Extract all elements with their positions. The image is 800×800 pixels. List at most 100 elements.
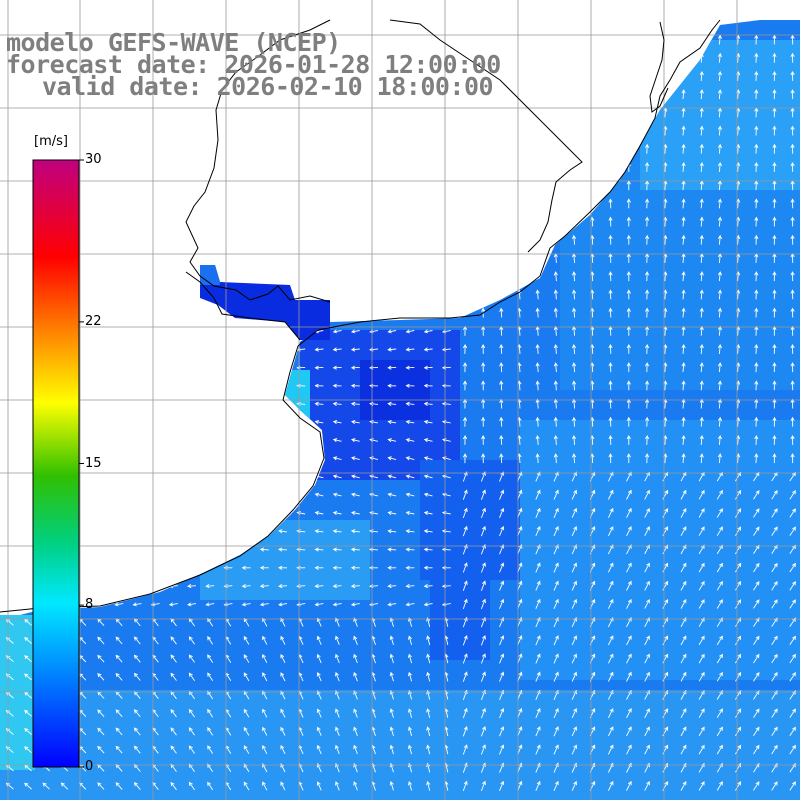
wind-arrow [607, 653, 614, 664]
wind-arrow [754, 271, 759, 282]
wind-arrow [262, 635, 268, 645]
wind-arrow [499, 343, 504, 354]
wind-arrow [535, 598, 541, 609]
wind-arrow [115, 672, 123, 681]
wind-arrow [753, 672, 760, 682]
wind-arrow [480, 525, 486, 537]
wind-arrow [335, 708, 340, 718]
wind-arrow [553, 635, 559, 646]
wind-arrow [680, 726, 687, 737]
wind-arrow [499, 453, 504, 464]
wind-arrow [350, 419, 360, 425]
colorbar-unit: [m/s] [34, 134, 68, 149]
wind-arrow [314, 547, 324, 552]
wind-arrow [499, 489, 505, 500]
wind-arrow [789, 726, 796, 737]
wind-arrow [735, 635, 742, 646]
wind-arrow [644, 507, 650, 518]
wind-arrow [790, 216, 795, 227]
wind-arrow [626, 507, 632, 518]
wind-arrow [259, 547, 269, 552]
wind-arrow [207, 672, 214, 682]
wind-arrow [771, 708, 778, 718]
wind-arrow [626, 708, 632, 719]
wind-arrow [24, 746, 32, 754]
wind-arrow [772, 289, 777, 300]
wind-arrow [644, 744, 650, 755]
wind-arrow [535, 343, 540, 354]
wind-arrow [207, 690, 214, 700]
wind-arrow [789, 653, 796, 664]
wind-arrow [207, 745, 214, 754]
wind-arrow [789, 635, 796, 646]
wind-arrow [133, 636, 141, 645]
wind-arrow [280, 672, 286, 682]
wind-arrow [645, 380, 650, 391]
wind-arrow [772, 89, 777, 100]
wind-arrow [699, 453, 704, 464]
wind-arrow [243, 654, 250, 663]
wind-arrow [626, 307, 631, 318]
wind-arrow [571, 380, 577, 391]
wind-arrow [771, 726, 778, 737]
wind-arrow [717, 125, 723, 136]
wind-arrow [772, 380, 777, 391]
wind-arrow [717, 398, 723, 409]
wind-arrow [535, 398, 540, 409]
wind-arrow [771, 599, 778, 609]
wind-arrow [170, 654, 177, 663]
wind-arrow [717, 380, 723, 391]
wind-arrow [462, 726, 468, 737]
wind-arrow [553, 489, 559, 500]
wind-arrow [405, 492, 415, 497]
wind-arrow [790, 52, 795, 63]
wind-arrow [607, 708, 614, 719]
wind-arrow [699, 143, 704, 154]
wind-arrow [571, 653, 577, 664]
wind-arrow [480, 580, 486, 591]
wind-arrow [405, 510, 415, 516]
wind-arrow [571, 289, 577, 300]
wind-arrow [553, 562, 559, 573]
model-title: modelo GEFS-WAVE (NCEP) [6, 28, 341, 57]
wind-arrow [350, 438, 360, 443]
wind-arrow [681, 216, 686, 227]
wind-arrow [405, 547, 415, 552]
wind-arrow [645, 398, 650, 409]
wind-arrow [607, 598, 614, 609]
wind-arrow [280, 708, 286, 718]
wind-arrow [680, 653, 687, 664]
wind-arrow [571, 708, 577, 719]
wind-arrow [716, 635, 723, 646]
wind-arrow [280, 635, 286, 645]
wind-arrow [426, 726, 431, 737]
wind-arrow [681, 434, 686, 445]
wind-arrow [735, 599, 742, 609]
wind-arrow [571, 398, 577, 409]
wind-arrow [789, 781, 796, 791]
wind-arrow [405, 401, 415, 406]
wind-arrow [481, 343, 486, 354]
wind-arrow [188, 636, 195, 645]
wind-arrow [316, 690, 322, 700]
wind-arrow [553, 744, 559, 755]
wind-arrow [644, 653, 650, 664]
wind-arrow [168, 602, 178, 607]
wind-arrow [571, 453, 577, 464]
wind-arrow [350, 547, 360, 552]
wind-arrow [571, 526, 577, 537]
wind-arrow [681, 271, 686, 282]
wind-arrow [716, 489, 723, 500]
wind-arrow [698, 526, 705, 536]
wind-arrow [480, 635, 486, 646]
wind-arrow [407, 780, 413, 791]
wind-arrow [717, 34, 723, 45]
wind-arrow [278, 529, 288, 534]
wind-arrow [645, 161, 650, 172]
wind-arrow [480, 507, 486, 519]
wind-arrow [462, 653, 468, 664]
wind-arrow [626, 343, 631, 354]
wind-arrow [387, 383, 397, 388]
